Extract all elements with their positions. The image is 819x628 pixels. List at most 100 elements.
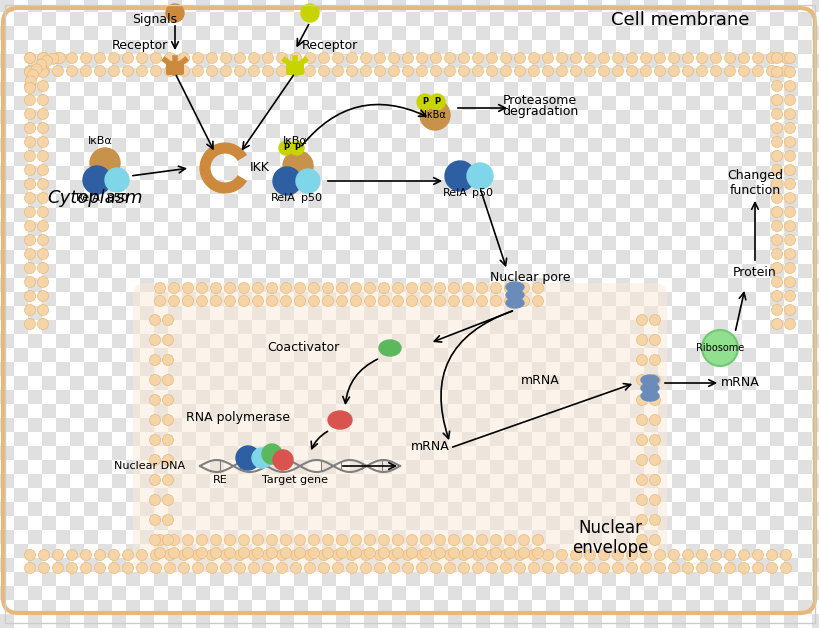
- Bar: [629, 96, 643, 110]
- Bar: [42, 208, 56, 222]
- Bar: [573, 278, 587, 292]
- Bar: [28, 40, 42, 54]
- Circle shape: [640, 53, 651, 63]
- Bar: [769, 376, 783, 390]
- Bar: [322, 152, 336, 166]
- Bar: [475, 96, 490, 110]
- Bar: [419, 82, 433, 96]
- Bar: [518, 26, 532, 40]
- Bar: [405, 320, 419, 334]
- Circle shape: [25, 291, 35, 301]
- Bar: [182, 40, 196, 54]
- Bar: [657, 530, 672, 544]
- Bar: [224, 320, 238, 334]
- Bar: [308, 236, 322, 250]
- Bar: [112, 390, 126, 404]
- Bar: [532, 180, 545, 194]
- Bar: [518, 572, 532, 586]
- Bar: [532, 390, 545, 404]
- Bar: [322, 292, 336, 306]
- Bar: [518, 488, 532, 502]
- Bar: [279, 376, 294, 390]
- Bar: [154, 82, 168, 96]
- Bar: [140, 152, 154, 166]
- Bar: [112, 460, 126, 474]
- Bar: [811, 194, 819, 208]
- Bar: [168, 250, 182, 264]
- Bar: [811, 432, 819, 446]
- Circle shape: [224, 534, 235, 546]
- Bar: [532, 0, 545, 12]
- Circle shape: [183, 548, 193, 558]
- Bar: [657, 166, 672, 180]
- Circle shape: [251, 448, 272, 468]
- Bar: [210, 96, 224, 110]
- Bar: [391, 460, 405, 474]
- Bar: [643, 502, 657, 516]
- Bar: [741, 474, 755, 488]
- Bar: [154, 572, 168, 586]
- Circle shape: [192, 550, 203, 561]
- Bar: [475, 306, 490, 320]
- Bar: [615, 600, 629, 614]
- Bar: [686, 236, 699, 250]
- Bar: [545, 390, 559, 404]
- Bar: [559, 68, 573, 82]
- Bar: [447, 600, 461, 614]
- Circle shape: [667, 65, 679, 77]
- Bar: [419, 362, 433, 376]
- Bar: [308, 278, 322, 292]
- Bar: [405, 516, 419, 530]
- Bar: [140, 572, 154, 586]
- Bar: [629, 488, 643, 502]
- Bar: [70, 362, 84, 376]
- Bar: [490, 124, 504, 138]
- Circle shape: [266, 283, 277, 293]
- Bar: [769, 586, 783, 600]
- Bar: [713, 334, 727, 348]
- Bar: [182, 530, 196, 544]
- Circle shape: [636, 414, 647, 426]
- Bar: [657, 376, 672, 390]
- Bar: [573, 418, 587, 432]
- Bar: [168, 334, 182, 348]
- Bar: [168, 208, 182, 222]
- Bar: [475, 124, 490, 138]
- Circle shape: [25, 151, 35, 161]
- Bar: [629, 292, 643, 306]
- Bar: [490, 404, 504, 418]
- Bar: [0, 40, 14, 54]
- Bar: [797, 278, 811, 292]
- Bar: [504, 250, 518, 264]
- Bar: [56, 586, 70, 600]
- Bar: [378, 488, 391, 502]
- Bar: [727, 12, 741, 26]
- Circle shape: [771, 220, 781, 232]
- Bar: [419, 586, 433, 600]
- Circle shape: [486, 53, 497, 63]
- Bar: [601, 390, 615, 404]
- Bar: [405, 292, 419, 306]
- Bar: [490, 54, 504, 68]
- Bar: [447, 348, 461, 362]
- Bar: [573, 376, 587, 390]
- Bar: [461, 600, 475, 614]
- Bar: [28, 292, 42, 306]
- Circle shape: [162, 435, 174, 445]
- Bar: [378, 82, 391, 96]
- Bar: [238, 432, 251, 446]
- Circle shape: [738, 550, 749, 561]
- Bar: [168, 222, 182, 236]
- Circle shape: [598, 65, 609, 77]
- Bar: [0, 110, 14, 124]
- Bar: [14, 208, 28, 222]
- Circle shape: [528, 563, 539, 573]
- Bar: [699, 544, 713, 558]
- Bar: [741, 362, 755, 376]
- Bar: [643, 558, 657, 572]
- Bar: [336, 0, 350, 12]
- Bar: [797, 488, 811, 502]
- Circle shape: [38, 305, 48, 315]
- Circle shape: [780, 65, 790, 77]
- Bar: [615, 236, 629, 250]
